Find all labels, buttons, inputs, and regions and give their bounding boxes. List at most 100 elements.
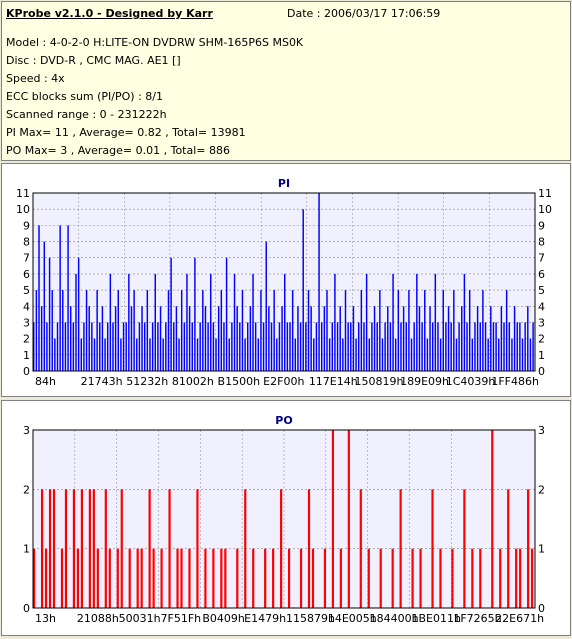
po-bar	[499, 548, 502, 608]
po-bar	[379, 548, 382, 608]
pi-bar	[239, 322, 241, 371]
pi-bar	[344, 290, 347, 371]
pi-bar	[260, 290, 262, 371]
pi-bar	[67, 225, 69, 371]
po-bar	[419, 548, 422, 608]
info-ecc: ECC blocks sum (PI/PO) : 8/1	[6, 90, 163, 103]
pi-ytick-right: 0	[538, 365, 545, 378]
pi-bar	[143, 322, 146, 371]
pi-bar	[38, 225, 40, 371]
pi-bar	[429, 306, 431, 371]
pi-bar	[294, 338, 297, 371]
pi-bar	[355, 338, 357, 371]
pi-bar	[297, 306, 299, 371]
po-ytick-left: 2	[23, 483, 30, 496]
po-bar	[180, 548, 183, 608]
pi-bar	[326, 290, 328, 371]
po-xtick: E1479h	[244, 612, 286, 625]
pi-bar	[402, 306, 405, 371]
app-title: KProbe v2.1.0 - Designed by Karr	[6, 7, 213, 20]
pi-bar	[286, 322, 289, 371]
pi-bar	[59, 225, 61, 371]
po-bar	[367, 548, 370, 608]
po-bar	[120, 489, 123, 608]
po-ytick-right: 3	[538, 424, 545, 437]
pi-bar	[40, 306, 43, 371]
po-bar	[116, 548, 119, 608]
po-bar	[96, 548, 99, 608]
pi-bar	[400, 322, 402, 371]
pi-bar	[62, 290, 64, 371]
pi-bar	[173, 322, 175, 371]
pi-bar	[405, 322, 407, 371]
pi-chart-title: PI	[278, 177, 290, 190]
pi-bar	[204, 306, 207, 371]
pi-ytick-left: 5	[23, 284, 30, 297]
po-bar	[244, 489, 247, 608]
info-pi-stats: PI Max= 11 , Average= 0.82 , Total= 1398…	[6, 126, 246, 139]
po-bar	[451, 548, 454, 608]
pi-bar	[339, 306, 341, 371]
pi-bar	[416, 273, 418, 371]
pi-ytick-left: 1	[23, 349, 30, 362]
pi-bar	[109, 273, 112, 371]
info-range: Scanned range : 0 - 231222h	[6, 108, 167, 121]
po-bar	[108, 548, 111, 608]
po-xtick: 50031h	[119, 612, 161, 625]
pi-bar	[257, 338, 260, 371]
po-bar	[331, 430, 335, 608]
pi-bar	[244, 338, 246, 371]
pi-bar	[120, 338, 122, 371]
po-bar	[411, 548, 414, 608]
po-ytick-left: 1	[23, 543, 30, 556]
pi-xtick: 21743h	[81, 375, 123, 388]
po-bar	[196, 489, 199, 608]
pi-bar	[384, 322, 386, 371]
pi-ytick-right: 2	[538, 333, 545, 346]
pi-ytick-right: 9	[538, 219, 545, 232]
pi-bar	[284, 273, 286, 371]
pi-bar	[484, 322, 487, 371]
po-bar	[224, 548, 227, 608]
pi-bar	[328, 338, 331, 371]
pi-bar	[99, 322, 101, 371]
pi-bar	[101, 306, 104, 371]
pi-bar	[453, 290, 455, 371]
pi-bar	[252, 273, 254, 371]
pi-bar	[114, 306, 117, 371]
pi-bar	[159, 306, 162, 371]
po-bar	[236, 548, 239, 608]
pi-bar	[513, 306, 516, 371]
pi-ytick-right: 3	[538, 316, 545, 329]
pi-bar	[466, 322, 468, 371]
pi-ytick-right: 8	[538, 236, 545, 249]
po-plot-frame	[32, 429, 536, 609]
pi-bar	[397, 290, 400, 371]
pi-bar	[133, 290, 135, 371]
pi-bar	[315, 322, 318, 371]
pi-bar	[262, 322, 265, 371]
pi-bar	[318, 193, 320, 371]
pi-bar	[268, 306, 270, 371]
po-ytick-left: 3	[23, 424, 30, 437]
pi-bar	[421, 322, 423, 371]
pi-bar	[33, 322, 35, 371]
po-xtick: 1BE011h	[412, 612, 461, 625]
pi-bar	[43, 241, 46, 371]
pi-bar	[320, 322, 323, 371]
pi-bar	[88, 306, 90, 371]
pi-bar	[350, 322, 352, 371]
pi-bar	[500, 306, 503, 371]
po-chart-panel: PO 0 0 1 1 2 2 3 3 13h 21088h 50031h 7F51Fh B0409h E14…	[1, 400, 571, 636]
pi-bar	[381, 338, 384, 371]
po-bar	[527, 489, 530, 608]
po-bar	[152, 548, 155, 608]
pi-bar	[186, 273, 188, 371]
pi-bar	[170, 257, 172, 371]
pi-bar	[77, 257, 80, 371]
po-bar	[92, 489, 95, 608]
pi-ytick-left: 3	[23, 316, 30, 329]
po-bar	[280, 489, 283, 608]
pi-bar	[334, 273, 336, 371]
pi-bar	[482, 290, 484, 371]
